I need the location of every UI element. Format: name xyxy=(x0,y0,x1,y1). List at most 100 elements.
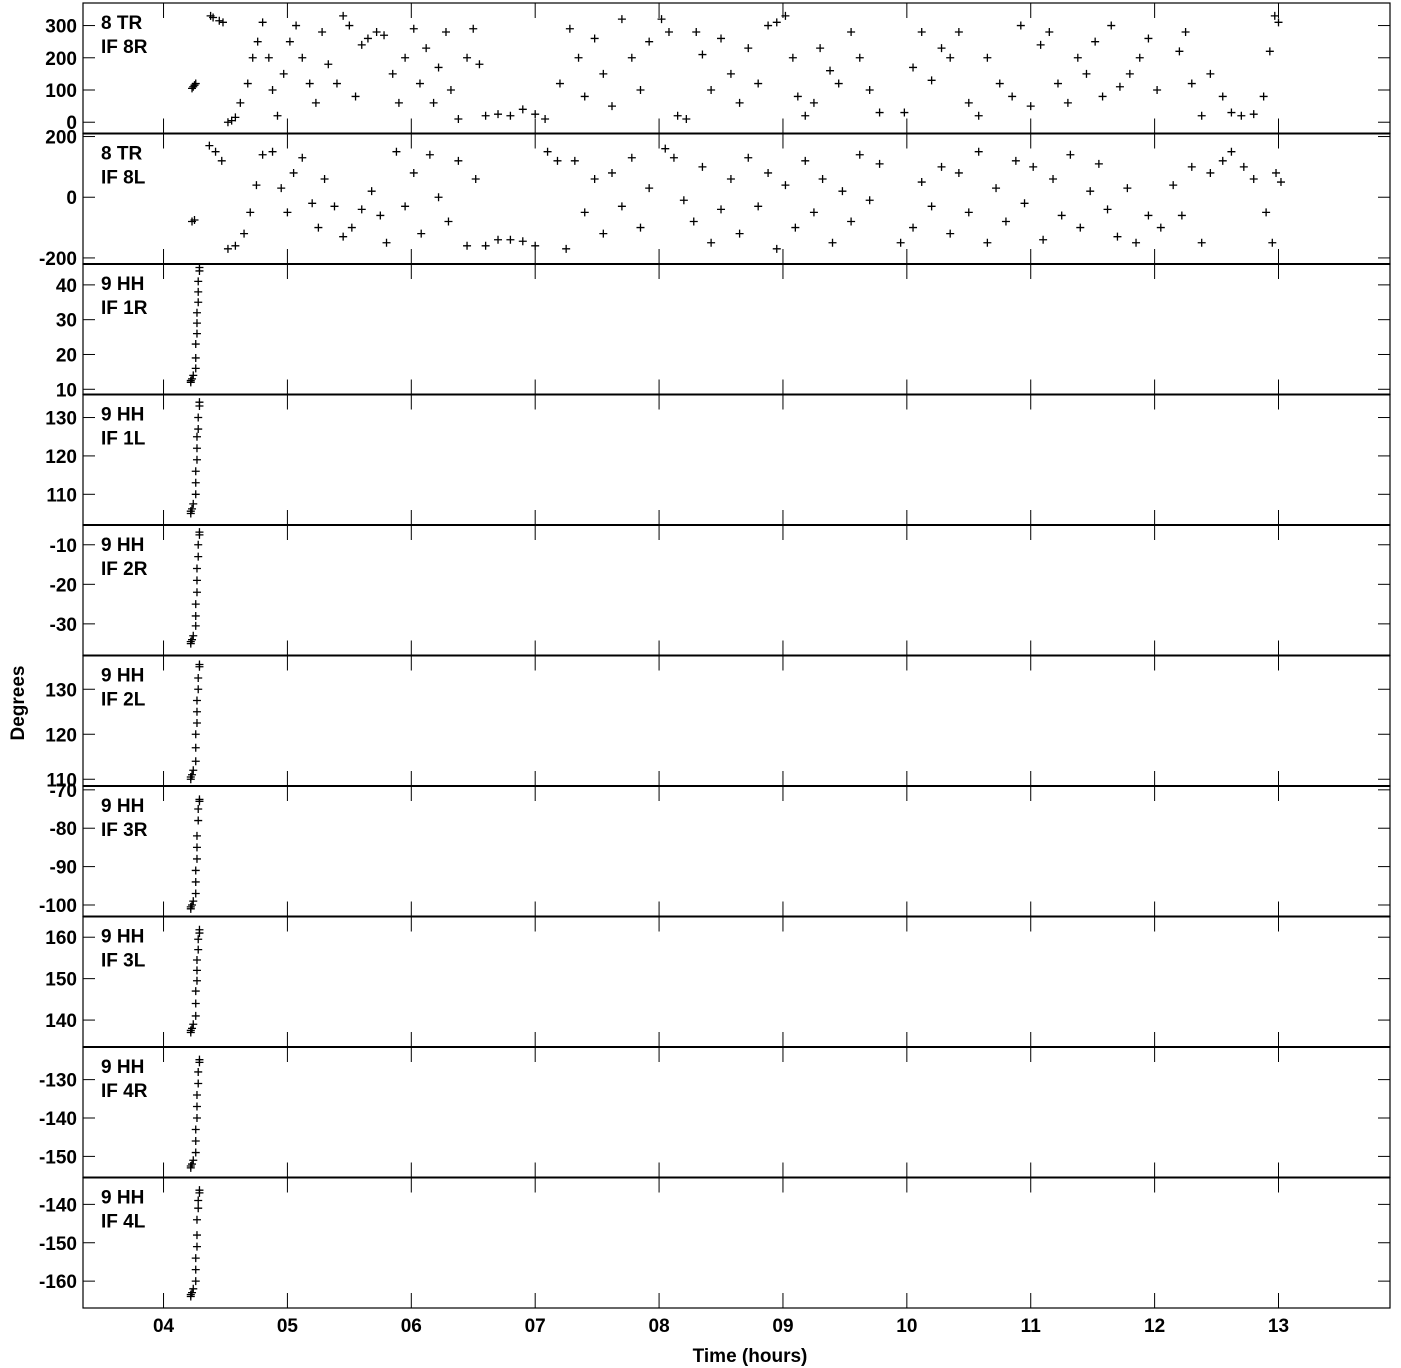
panel-label-line1: 9 HH xyxy=(101,927,144,948)
data-point xyxy=(1259,92,1268,101)
x-tick-label: 04 xyxy=(153,1316,175,1337)
data-point xyxy=(1039,235,1048,244)
data-point xyxy=(454,156,463,165)
panel-label-line1: 9 HH xyxy=(101,1057,144,1078)
data-point xyxy=(380,31,389,40)
data-point xyxy=(192,432,201,441)
data-point xyxy=(875,159,884,168)
data-point xyxy=(195,263,204,272)
data-point xyxy=(1144,34,1153,43)
data-point xyxy=(189,897,198,906)
y-tick-label: 30 xyxy=(56,311,77,332)
data-point xyxy=(186,902,195,911)
data-point xyxy=(1057,211,1066,220)
data-point xyxy=(246,208,255,217)
data-point xyxy=(194,1204,203,1213)
data-point xyxy=(726,175,735,184)
data-point xyxy=(192,831,201,840)
data-point xyxy=(189,1020,198,1029)
data-point xyxy=(1113,232,1122,241)
data-point xyxy=(1098,92,1107,101)
data-point xyxy=(194,805,203,814)
data-point xyxy=(195,398,204,407)
data-point xyxy=(531,241,540,250)
y-tick-label: 0 xyxy=(66,188,77,209)
data-point xyxy=(417,229,426,238)
data-point xyxy=(401,53,410,62)
data-point xyxy=(772,244,781,253)
y-tick-label: -160 xyxy=(39,1272,77,1293)
data-point xyxy=(698,50,707,59)
y-tick-label: 300 xyxy=(45,17,77,38)
data-point xyxy=(735,98,744,107)
data-point xyxy=(357,40,366,49)
data-point xyxy=(900,108,909,117)
data-point xyxy=(946,53,955,62)
panel-label-line2: IF 1L xyxy=(101,429,146,450)
panel: 110 120 130 9 HH IF 1L xyxy=(45,393,1391,526)
data-point xyxy=(268,147,277,156)
y-tick-label: -200 xyxy=(39,249,77,270)
data-point xyxy=(191,743,200,752)
y-tick-label: -140 xyxy=(39,1195,77,1216)
data-point xyxy=(192,588,201,597)
data-point xyxy=(1036,40,1045,49)
data-point xyxy=(909,223,918,232)
data-point xyxy=(471,175,480,184)
y-tick-label: 10 xyxy=(56,380,77,401)
data-point xyxy=(946,229,955,238)
data-point xyxy=(195,1186,204,1195)
data-point xyxy=(865,196,874,205)
panel-label-line1: 9 HH xyxy=(101,1188,144,1209)
data-point xyxy=(1125,69,1134,78)
data-point xyxy=(192,696,201,705)
data-point xyxy=(661,144,670,153)
data-point xyxy=(590,34,599,43)
data-point xyxy=(1156,223,1165,232)
data-point xyxy=(186,376,195,385)
data-point xyxy=(992,184,1001,193)
data-point xyxy=(191,757,200,766)
data-point xyxy=(376,211,385,220)
data-point xyxy=(409,24,418,33)
data-point xyxy=(791,223,800,232)
panel-label-line2: IF 4L xyxy=(101,1212,146,1233)
panel: 110 120 130 9 HH IF 2L xyxy=(45,654,1391,791)
y-tick-label: -20 xyxy=(50,575,77,596)
data-point xyxy=(682,115,691,123)
y-tick-label: 200 xyxy=(45,128,77,149)
data-point xyxy=(1086,187,1095,196)
data-point xyxy=(764,21,773,30)
data-point xyxy=(645,37,654,46)
data-point xyxy=(188,770,197,779)
y-tick-label: -130 xyxy=(39,1071,77,1092)
data-point xyxy=(1249,175,1258,184)
panel: 10 20 30 40 9 HH IF 1R xyxy=(56,263,1391,401)
data-point xyxy=(590,175,599,184)
y-tick-label: 110 xyxy=(46,770,77,791)
data-point xyxy=(570,156,579,165)
data-point xyxy=(223,118,232,127)
data-point xyxy=(192,976,201,985)
data-point xyxy=(218,18,227,27)
data-point xyxy=(834,79,843,88)
y-tick-label: 20 xyxy=(56,345,77,366)
data-point xyxy=(215,16,224,25)
data-point xyxy=(664,28,673,36)
data-point xyxy=(292,21,301,30)
data-point xyxy=(679,196,688,205)
data-point xyxy=(645,184,654,193)
panel-label-line1: 8 TR xyxy=(101,13,142,34)
data-point xyxy=(781,181,790,190)
data-point xyxy=(190,81,199,90)
data-point xyxy=(194,685,203,694)
data-point xyxy=(223,244,232,253)
data-point xyxy=(277,184,286,193)
y-tick-label: -100 xyxy=(39,896,77,917)
data-point xyxy=(855,150,864,159)
data-point xyxy=(1132,238,1141,247)
data-point xyxy=(964,98,973,107)
data-point xyxy=(580,208,589,217)
data-point xyxy=(1181,28,1190,36)
data-point xyxy=(401,202,410,211)
